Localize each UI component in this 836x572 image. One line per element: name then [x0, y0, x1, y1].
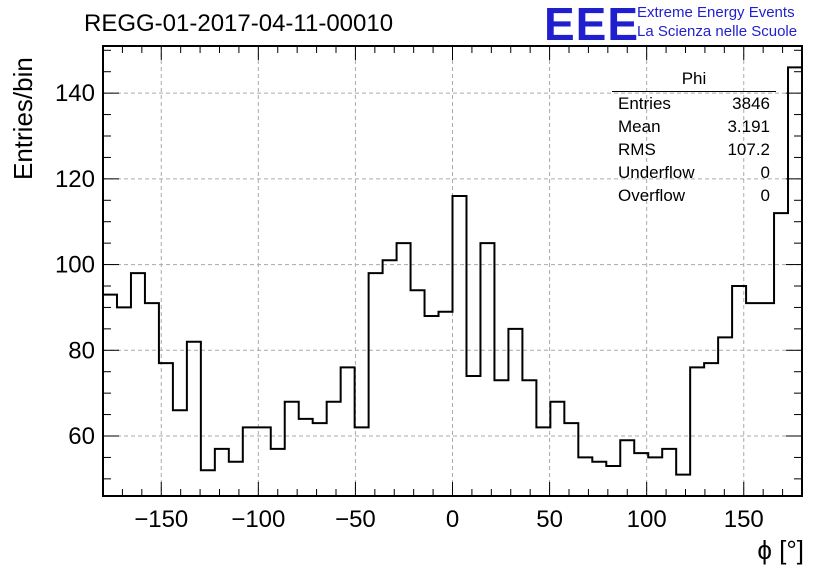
stats-value: 107.2 [727, 140, 770, 159]
stats-row: RMS 107.2 [612, 138, 776, 161]
stats-row: Mean 3.191 [612, 115, 776, 138]
y-tick-label: 140 [55, 80, 95, 107]
stats-value: 0 [760, 163, 770, 182]
stats-label: Underflow [618, 163, 695, 182]
x-tick-label: 150 [724, 506, 764, 533]
histogram-line [103, 66, 802, 476]
logo-line-2: La Scienza nelle Scuole [637, 23, 798, 40]
eee-logo-text: Extreme Energy Events La Scienza nelle S… [637, 3, 797, 41]
stats-value: 3846 [732, 94, 770, 113]
stats-value: 3.191 [727, 117, 770, 136]
plot-title: REGG-01-2017-04-11-00010 [84, 10, 394, 37]
axis-ticks [102, 46, 803, 496]
logo-line-1: Extreme Energy Events [637, 4, 795, 21]
stats-row: Underflow 0 [612, 161, 776, 184]
stats-row: Overflow 0 [612, 184, 776, 207]
stats-label: RMS [618, 140, 656, 159]
x-axis-label: ϕ [°] [757, 535, 804, 565]
x-tick-label: 50 [536, 506, 563, 533]
x-tick-label: 0 [446, 506, 459, 533]
stats-label: Overflow [618, 186, 686, 205]
stats-row: Entries 3846 [612, 92, 776, 115]
stats-value: 0 [760, 186, 770, 205]
x-tick-label: −50 [335, 506, 376, 533]
y-axis-label: Entries/bin [8, 57, 38, 180]
y-tick-label: 80 [68, 337, 95, 364]
stats-title: Phi [612, 69, 776, 92]
x-tick-label: −100 [231, 506, 285, 533]
y-tick-label: 60 [68, 423, 95, 450]
eee-logo: EEE [544, 0, 640, 50]
tick-labels: −150 −100 −50 0 50 100 150 60 80 100 120 140 [55, 80, 764, 533]
plot-frame [102, 45, 803, 497]
x-tick-label: −150 [134, 506, 188, 533]
x-tick-label: 100 [627, 506, 667, 533]
stats-box: Phi Entries 3846 Mean 3.191 RMS 107.2 Underflo… [612, 69, 776, 207]
stats-label: Mean [618, 117, 661, 136]
stats-label: Entries [618, 94, 671, 113]
y-tick-label: 120 [55, 166, 95, 193]
y-tick-label: 100 [55, 252, 95, 279]
